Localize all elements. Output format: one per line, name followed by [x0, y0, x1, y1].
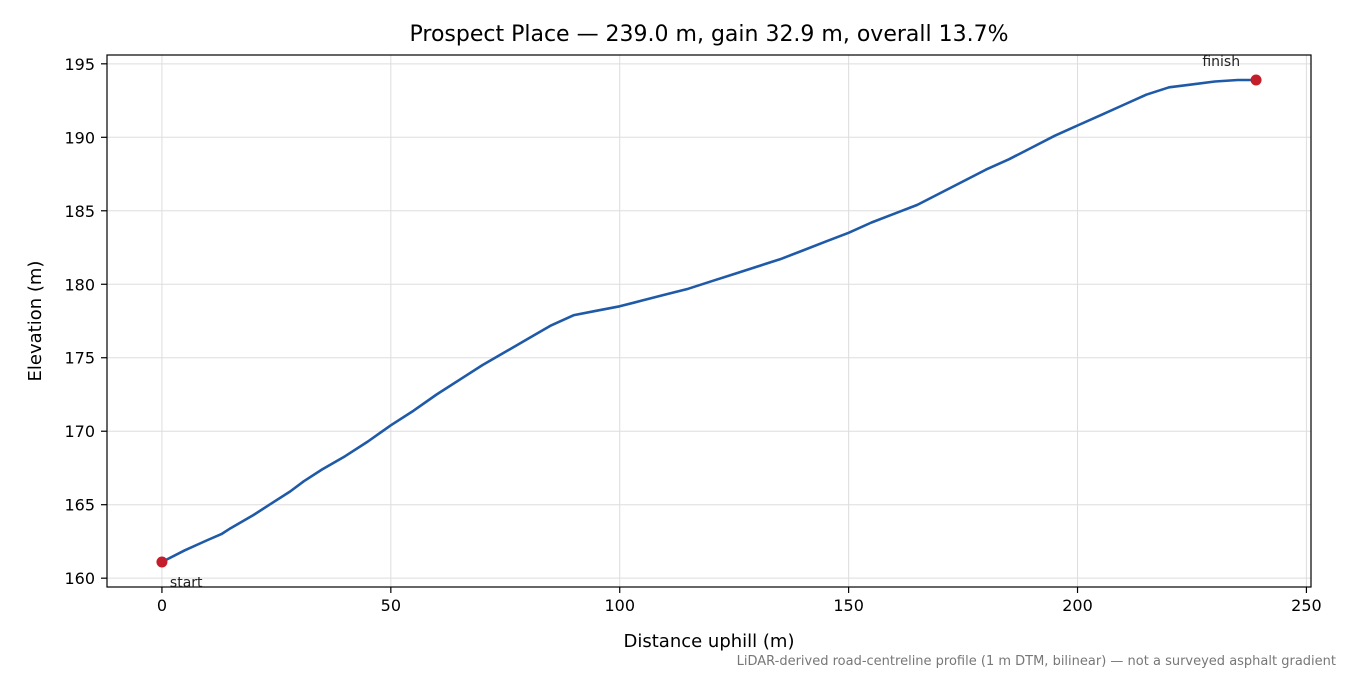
series-layer: [160, 78, 1258, 564]
finish-label: finish: [1202, 54, 1240, 70]
finish-marker: [1250, 74, 1262, 86]
y-axis-label: Elevation (m): [25, 261, 46, 382]
x-tick-label: 50: [381, 596, 401, 615]
x-tick-label: 200: [1062, 596, 1093, 615]
x-tick-label: 250: [1291, 596, 1322, 615]
elevation-series-line: [160, 78, 1258, 564]
y-tick-label: 190: [64, 128, 95, 147]
y-tick-label: 175: [64, 349, 95, 368]
footnote: LiDAR-derived road-centreline profile (1…: [737, 654, 1336, 669]
x-axis-label: Distance uphill (m): [624, 631, 795, 652]
plot-frame: [106, 54, 1312, 588]
y-tick-label: 170: [64, 422, 95, 441]
x-tick-label: 0: [157, 596, 167, 615]
y-tick-label: 195: [64, 55, 95, 74]
chart-title: Prospect Place — 239.0 m, gain 32.9 m, o…: [410, 22, 1009, 47]
y-tick-label: 185: [64, 202, 95, 221]
start-marker: [156, 556, 168, 568]
x-tick-label: 100: [604, 596, 635, 615]
y-tick-label: 165: [64, 496, 95, 515]
x-tick-label: 150: [833, 596, 864, 615]
start-label: start: [170, 575, 203, 591]
gridlines: [107, 55, 1311, 587]
axes: 0 50 100 150 200 250 160 165 170 175 180 185 190 195: [64, 54, 1322, 615]
y-tick-label: 180: [64, 275, 95, 294]
y-tick-label: 160: [64, 569, 95, 588]
marker-layer: start finish: [156, 54, 1262, 591]
